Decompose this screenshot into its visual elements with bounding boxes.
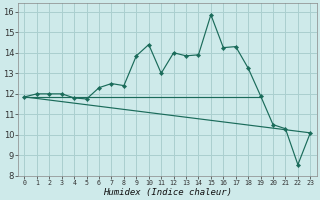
X-axis label: Humidex (Indice chaleur): Humidex (Indice chaleur): [103, 188, 232, 197]
